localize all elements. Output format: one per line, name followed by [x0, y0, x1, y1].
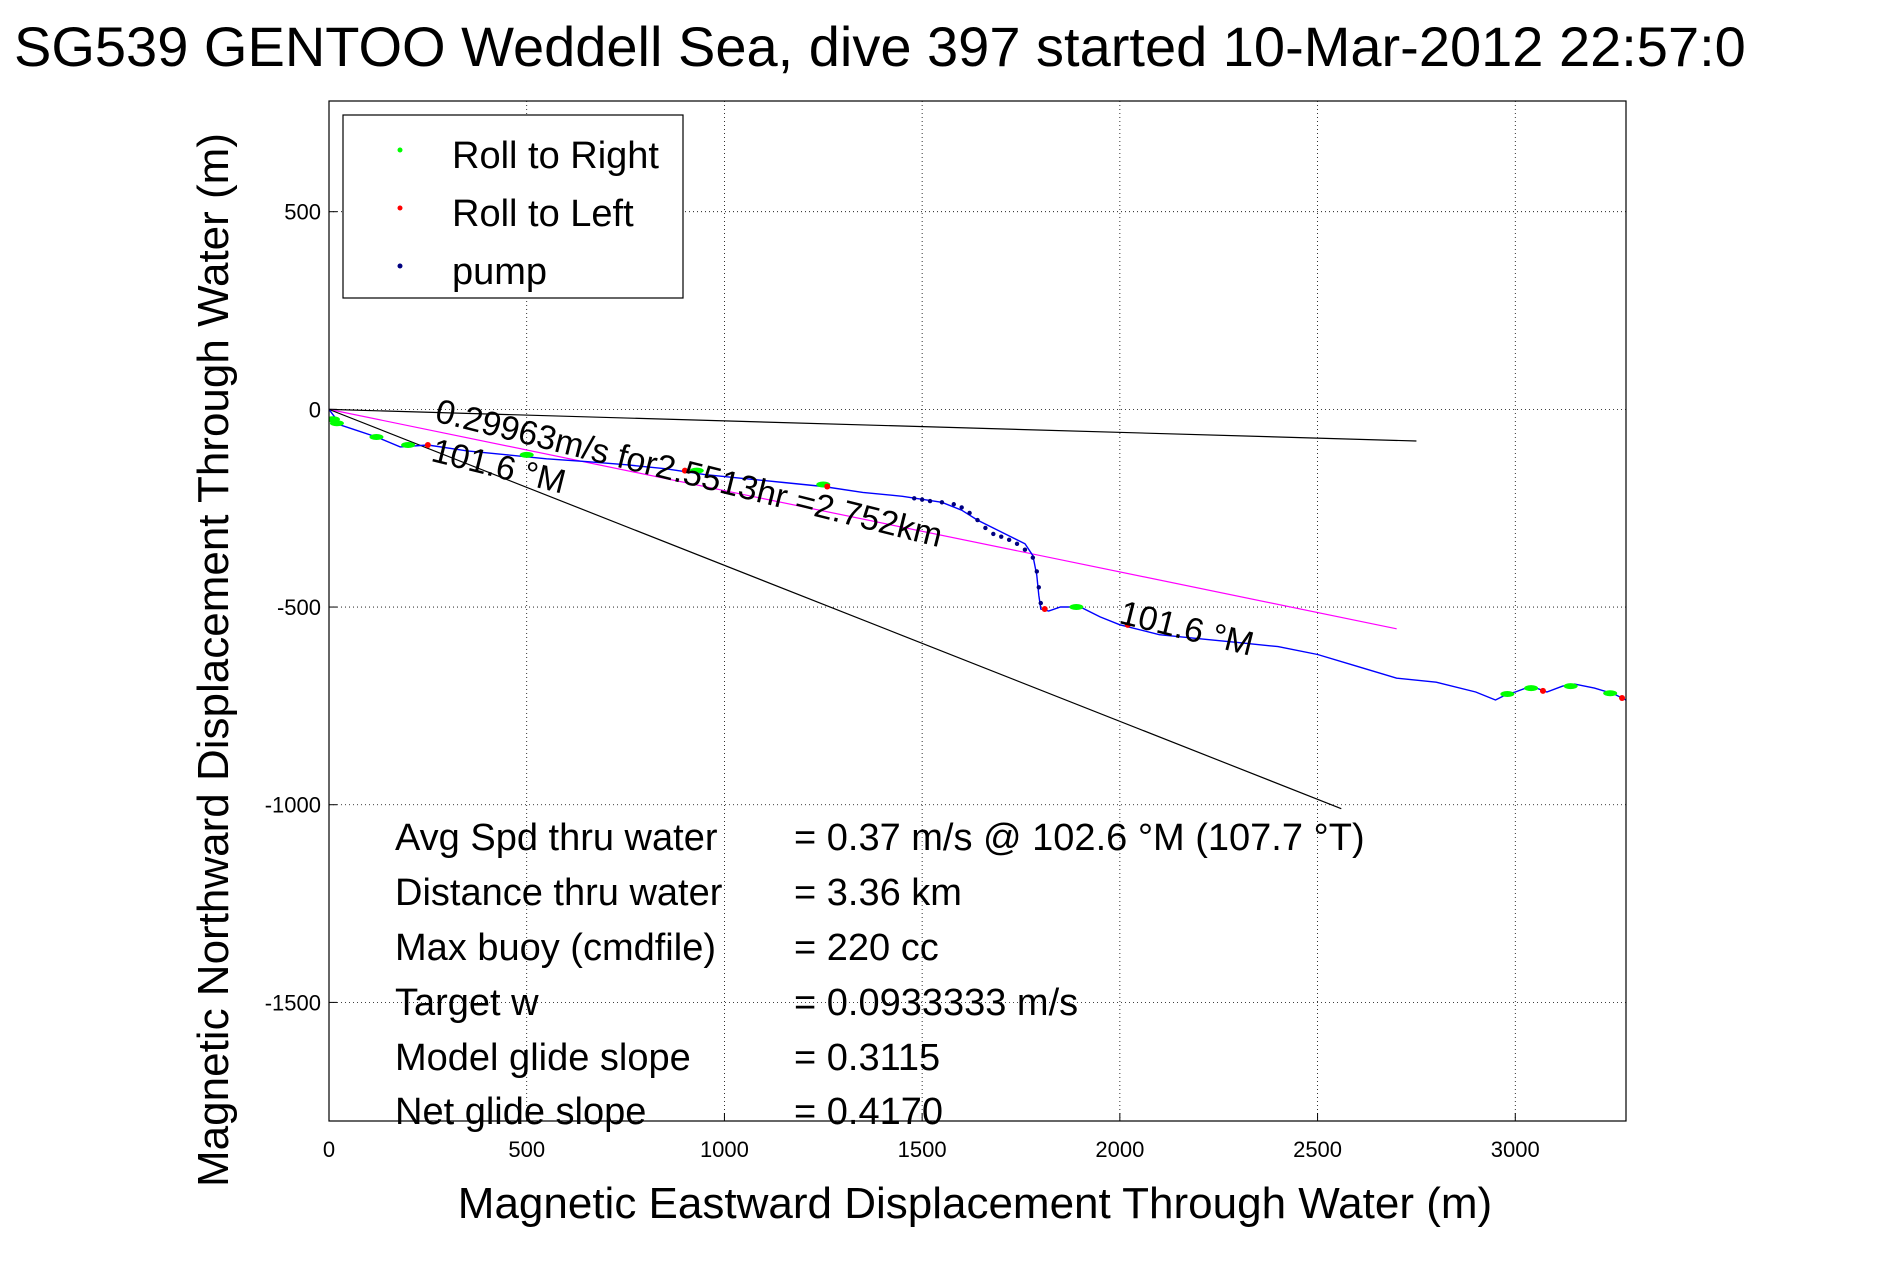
annotation-label: 101.6 °M: [1116, 594, 1258, 664]
stats-block: Avg Spd thru water = 0.37 m/s @ 102.6 °M…: [395, 817, 1365, 1133]
y-tick-label: 500: [284, 200, 321, 225]
y-tick-label: -1500: [265, 990, 321, 1015]
reference-line-black-upper: [329, 408, 1417, 442]
roll-right-point: [1069, 604, 1084, 611]
roll-left-point: [1619, 694, 1626, 701]
x-tick-label: 2000: [1095, 1137, 1144, 1162]
stat-value: = 3.36 km: [794, 872, 962, 914]
x-tick-label: 0: [323, 1137, 335, 1162]
legend-label-roll-left: Roll to Left: [452, 193, 634, 235]
roll-left-point: [1041, 606, 1048, 613]
stat-value: = 0.0933333 m/s: [794, 982, 1078, 1024]
x-tick-label: 1500: [898, 1137, 947, 1162]
stat-label: Net glide slope: [395, 1091, 646, 1133]
y-axis-label: Magnetic Northward Displacement Through …: [189, 133, 238, 1187]
pump-point: [1038, 600, 1043, 606]
x-axis-ticks: 0 500 1000 1500 2000 2500 3000: [323, 1113, 1540, 1162]
pump-point: [959, 505, 964, 510]
pump-point: [983, 525, 988, 531]
stat-label: Distance thru water: [395, 872, 723, 914]
legend-marker-roll-left: [397, 205, 403, 211]
x-tick-label: 1000: [700, 1137, 749, 1162]
pump-point: [991, 531, 996, 537]
x-tick-label: 500: [508, 1137, 545, 1162]
legend: Roll to Right Roll to Left pump: [342, 114, 684, 299]
roll-right-point: [1603, 690, 1618, 697]
plot-area: [329, 408, 1626, 810]
grid: [329, 101, 1626, 1121]
axes-box: [328, 100, 1627, 1122]
legend-label-pump: pump: [452, 251, 547, 293]
roll-right-point: [1524, 685, 1539, 692]
pump-point: [912, 496, 917, 501]
stat-label: Target w: [395, 982, 539, 1024]
reference-line-magenta-avg: [329, 408, 1397, 630]
stat-value: = 0.4170: [794, 1091, 943, 1133]
pump-point: [951, 502, 956, 507]
pump-point: [1036, 585, 1041, 590]
roll-left-point: [424, 441, 431, 448]
pump-point: [927, 498, 933, 504]
y-axis-ticks: 500 0 -500 -1000 -1500: [265, 200, 337, 1015]
stat-label: Avg Spd thru water: [395, 817, 718, 859]
stat-value: = 0.37 m/s @ 102.6 °M (107.7 °T): [794, 817, 1365, 859]
stat-label: Model glide slope: [395, 1037, 691, 1079]
roll-right-point: [1500, 691, 1515, 698]
pump-point: [919, 497, 925, 502]
reference-lines: [329, 408, 1417, 810]
y-tick-label: -1000: [265, 793, 321, 818]
pump-point: [1022, 547, 1028, 552]
roll-left-point: [1124, 621, 1131, 628]
track-line: [329, 408, 1626, 701]
stat-value: = 220 cc: [794, 927, 939, 969]
roll-right-point: [1563, 683, 1578, 690]
roll-right-point: [519, 451, 534, 458]
pump-point: [1014, 541, 1020, 546]
y-tick-label: 0: [309, 397, 321, 422]
legend-label-roll-right: Roll to Right: [452, 135, 659, 177]
x-tick-label: 3000: [1491, 1137, 1540, 1162]
reference-line-black-lower: [329, 408, 1342, 810]
stat-value: = 0.3115: [794, 1037, 940, 1079]
pump-point: [975, 517, 980, 523]
pump-point: [999, 534, 1004, 539]
x-axis-label: Magnetic Eastward Displacement Through W…: [458, 1179, 1492, 1228]
pump-point: [939, 500, 945, 505]
roll-left-point: [1539, 687, 1546, 694]
roll-right-point: [369, 434, 384, 441]
roll-right-point: [329, 420, 344, 427]
roll-right-point: [689, 467, 704, 474]
legend-marker-pump: [397, 263, 403, 269]
track-series: [329, 408, 1626, 701]
pump-point: [1034, 569, 1040, 574]
pump-point: [967, 510, 972, 516]
roll-left-point: [824, 483, 831, 490]
legend-marker-roll-right: [397, 147, 403, 153]
x-tick-label: 2500: [1293, 1137, 1342, 1162]
stat-label: Max buoy (cmdfile): [395, 927, 716, 969]
pump-point: [1006, 537, 1012, 543]
roll-markers: [329, 416, 1626, 701]
pump-point: [1030, 555, 1036, 560]
y-tick-label: -500: [277, 595, 321, 620]
chart-title: SG539 GENTOO Weddell Sea, dive 397 start…: [14, 15, 1746, 78]
roll-left-point: [681, 467, 688, 474]
roll-right-point: [401, 441, 416, 448]
